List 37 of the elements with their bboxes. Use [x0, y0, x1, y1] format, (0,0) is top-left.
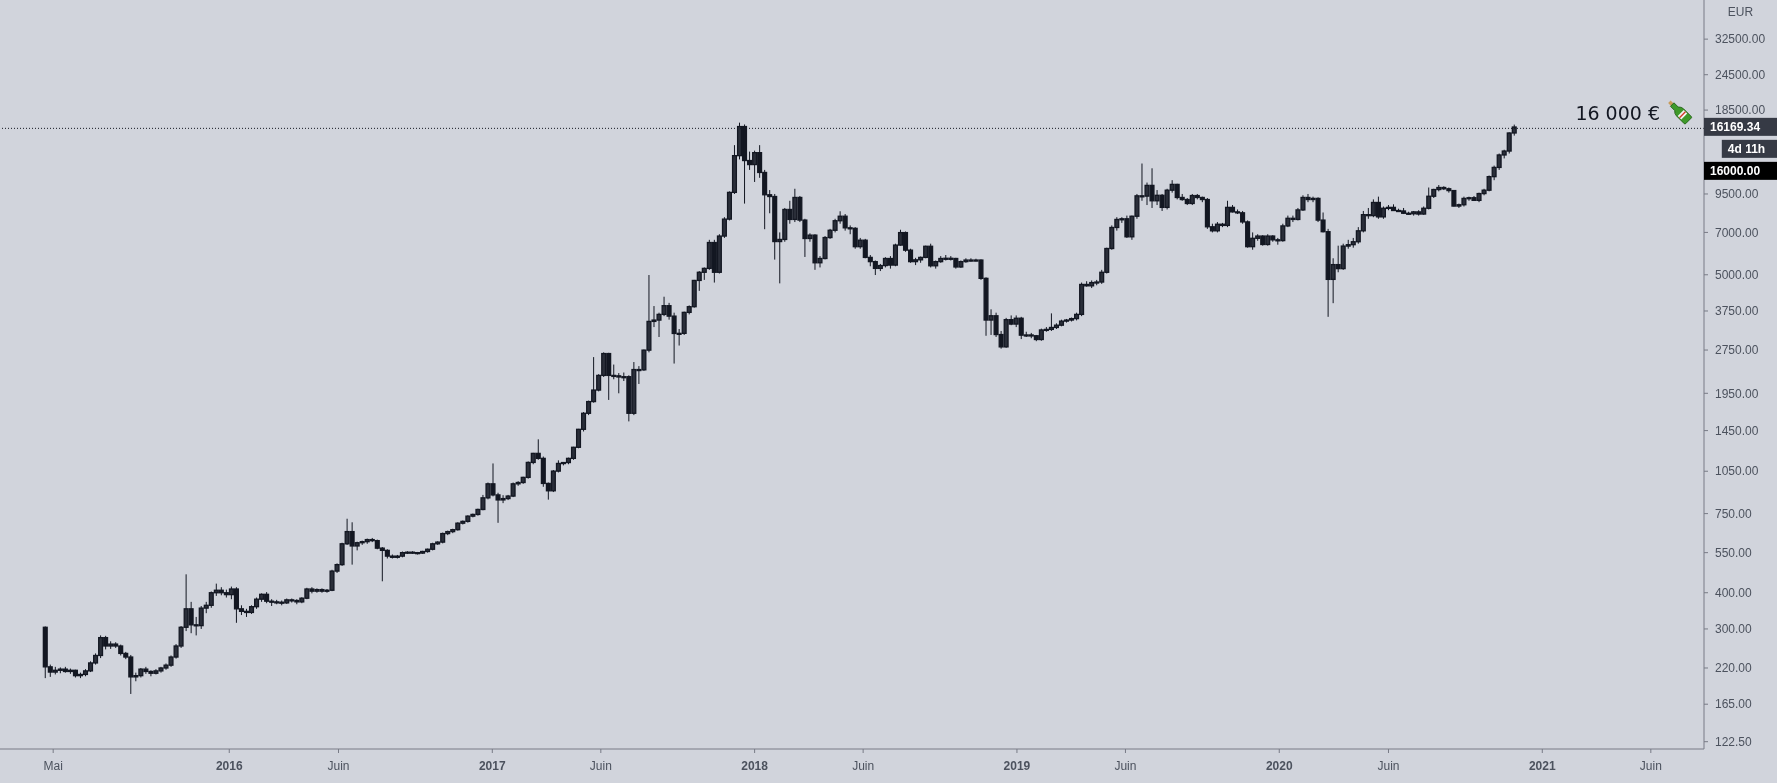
x-tick-label: Juin [1639, 758, 1662, 773]
y-tick-label: 2750.00 [1715, 343, 1759, 358]
y-tick-label: 32500.00 [1715, 32, 1766, 47]
y-tick-label: 220.00 [1715, 661, 1753, 676]
y-tick-label: 400.00 [1715, 585, 1753, 600]
y-tick-label: 300.00 [1715, 622, 1753, 637]
x-tick-label: Juin [327, 758, 350, 773]
y-tick-label: 9500.00 [1715, 187, 1759, 202]
x-tick-label: 2019 [1003, 758, 1031, 773]
y-axis-title: EUR [1727, 5, 1754, 19]
x-tick-label: 2018 [741, 758, 769, 773]
x-tick-label: Juin [1377, 758, 1400, 773]
text: 16000.00 [1710, 163, 1761, 178]
y-tick-label: 1950.00 [1715, 386, 1759, 401]
y-tick-label: 550.00 [1715, 545, 1753, 560]
y-tick-label: 3750.00 [1715, 304, 1759, 319]
text: 16169.34 [1710, 119, 1761, 134]
x-tick-label: Juin [1114, 758, 1137, 773]
y-tick-label: 7000.00 [1715, 225, 1759, 240]
y-tick-label: 18500.00 [1715, 103, 1766, 118]
x-tick-label: Juin [589, 758, 612, 773]
y-tick-label: 1450.00 [1715, 423, 1759, 438]
x-tick-label: 2016 [215, 758, 243, 773]
candlestick [1224, 200, 1231, 228]
y-tick-label: 24500.00 [1715, 67, 1766, 82]
y-tick-label: 122.50 [1715, 734, 1753, 749]
x-tick-label: Juin [852, 758, 875, 773]
text: 4d 11h [1727, 141, 1766, 156]
x-tick-label: Mai [43, 758, 63, 773]
x-tick-label: 2017 [478, 758, 506, 773]
y-tick-label: 750.00 [1715, 506, 1753, 521]
y-tick-label: 5000.00 [1715, 268, 1759, 283]
y-tick-label: 165.00 [1715, 697, 1753, 712]
x-tick-label: 2021 [1528, 758, 1556, 773]
ref-line-label: 16 000 € [1575, 102, 1660, 125]
x-tick-label: 2020 [1265, 758, 1293, 773]
y-tick-label: 1050.00 [1715, 464, 1759, 479]
